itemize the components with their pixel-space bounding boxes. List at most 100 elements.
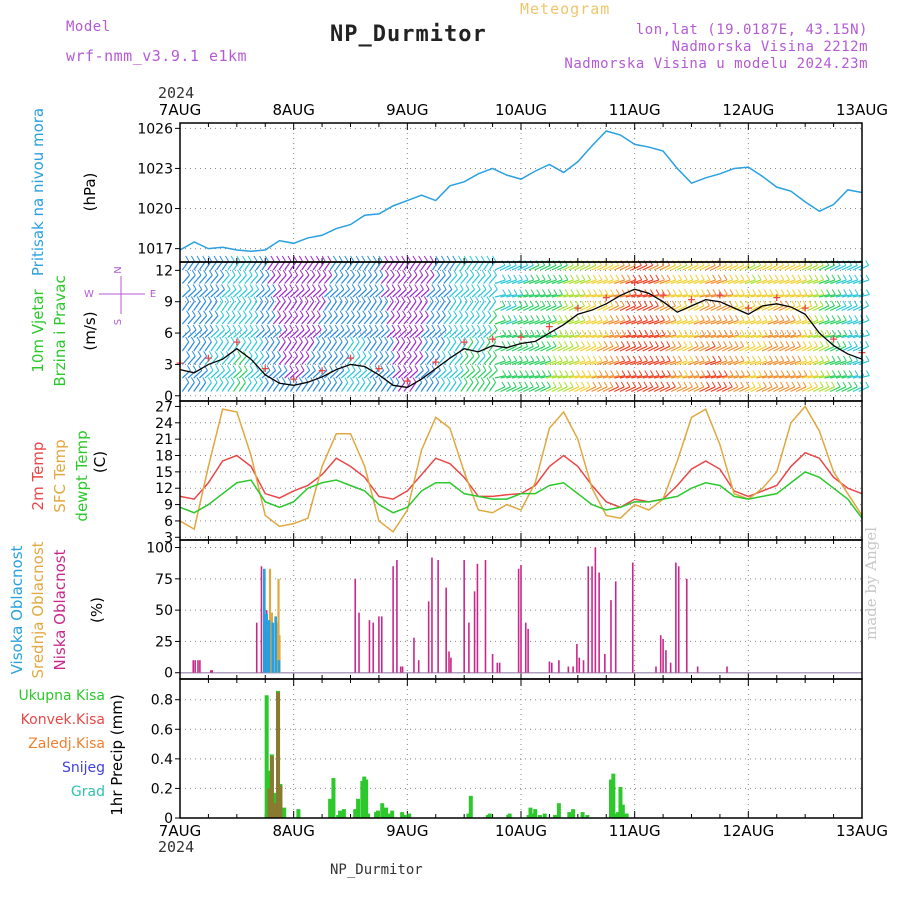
wind-barb <box>329 329 339 338</box>
wind-barb-feather <box>826 329 831 336</box>
wind-barb <box>483 301 491 311</box>
wind-barb <box>727 360 739 366</box>
wind-barb-feather <box>334 284 339 290</box>
wind-barb <box>375 382 383 392</box>
wind-barb-feather <box>654 300 659 307</box>
wind-barb-feather <box>666 381 671 388</box>
wind-barb <box>693 279 705 285</box>
wind-barb-feather <box>225 296 229 302</box>
wind-barb <box>687 264 699 271</box>
y-tick-label: 0 <box>164 389 173 405</box>
wind-barb-feather <box>327 255 332 262</box>
y-tick-label: 9 <box>164 295 173 311</box>
wind-barb <box>295 274 304 284</box>
wind-barb-feather <box>298 255 303 262</box>
wind-barb-feather <box>797 355 802 362</box>
wind-barb-feather <box>684 329 688 336</box>
wind-barb-feather <box>321 377 326 383</box>
wind-barb-feather <box>655 329 660 336</box>
wind-barb-feather <box>797 341 801 347</box>
wind-barb <box>585 360 597 366</box>
wind-barb-feather <box>649 300 654 307</box>
wind-barb <box>523 279 534 285</box>
elevation-label: Nadmorska Visina 2212m <box>671 39 868 55</box>
wind-barb-feather <box>248 310 253 316</box>
wind-barb-feather <box>276 255 281 262</box>
wind-barb <box>830 319 841 325</box>
wind-barb <box>488 289 498 298</box>
wind-barb <box>841 360 853 366</box>
wind-barb-feather <box>429 296 434 302</box>
wind-barb <box>545 334 557 339</box>
y-tick-label: 3 <box>164 357 173 373</box>
wind-barb-feather <box>355 336 360 343</box>
wind-barb <box>380 382 389 392</box>
wind-barb-feather <box>615 355 620 362</box>
wind-barb <box>801 264 813 271</box>
wind-barb-feather <box>649 260 654 266</box>
wind-barb-feather <box>649 315 654 321</box>
wind-barb <box>710 264 722 271</box>
wind-barb-feather <box>452 296 457 302</box>
wind-barb-feather <box>745 300 750 307</box>
wind-barb-feather <box>265 269 270 276</box>
wind-barb <box>255 315 264 325</box>
wind-barb <box>693 334 705 339</box>
wind-barb <box>448 341 457 352</box>
wind-barb-feather <box>469 377 474 383</box>
wind-barb-feather <box>380 365 385 371</box>
wind-barb <box>187 355 196 365</box>
wind-barb-feather <box>524 370 529 376</box>
wind-barb <box>795 264 807 271</box>
wind-barb <box>858 334 870 339</box>
wind-barb <box>699 293 711 298</box>
wind-barb-feather <box>185 255 190 262</box>
wind-barb <box>454 315 463 325</box>
wind-barb-feather <box>854 315 859 321</box>
wind-barb <box>312 370 322 379</box>
wind-barb-feather <box>253 336 258 343</box>
y-tick-label: 12 <box>155 263 173 279</box>
wind-barb-feather <box>396 310 401 316</box>
wind-barb-feather <box>419 350 424 357</box>
wind-barb-feather <box>672 315 677 321</box>
low-cloud-bar <box>199 660 201 673</box>
wind-barb-feather <box>389 377 394 383</box>
wind-barb <box>557 386 568 393</box>
wind-barb <box>790 305 801 312</box>
wind-barb-feather <box>587 315 592 321</box>
wind-barb <box>181 289 191 298</box>
wind-barb <box>278 301 286 311</box>
wind-barb <box>466 329 475 338</box>
wind-barb <box>386 289 396 298</box>
wind-barb-feather <box>507 315 512 321</box>
wind-barb-feather <box>469 336 474 343</box>
wind-barb-feather <box>581 341 585 347</box>
wind-barb-feather <box>814 341 818 347</box>
wind-barb-feather <box>396 350 401 357</box>
wind-barb <box>687 279 699 285</box>
wind-barb <box>477 341 485 352</box>
wind-gust-marker: + <box>687 293 696 306</box>
wind-barb <box>665 334 677 339</box>
wind-gust-marker: + <box>658 289 667 302</box>
wind-barb-feather <box>502 289 507 295</box>
wind-barb <box>795 345 807 352</box>
wind-barb-feather <box>751 315 756 321</box>
wind-barb <box>261 382 269 392</box>
wind-barb <box>739 319 750 325</box>
wind-barb-feather <box>598 315 603 321</box>
wind-barb-feather <box>407 350 412 357</box>
precip-legend-item: Snijeg <box>62 760 105 776</box>
wind-barb-feather <box>654 341 659 347</box>
wind-barb <box>494 264 506 271</box>
wind-barb-feather <box>243 284 248 290</box>
wind-barb-feather <box>524 300 529 307</box>
wind-barb-feather <box>655 315 660 321</box>
wind-barb-feather <box>779 381 784 388</box>
wind-barb <box>352 370 362 379</box>
wind-barb <box>619 386 631 393</box>
wind-barb-feather <box>700 355 705 362</box>
wind-barb-feather <box>430 350 435 357</box>
wind-barb <box>608 334 620 339</box>
